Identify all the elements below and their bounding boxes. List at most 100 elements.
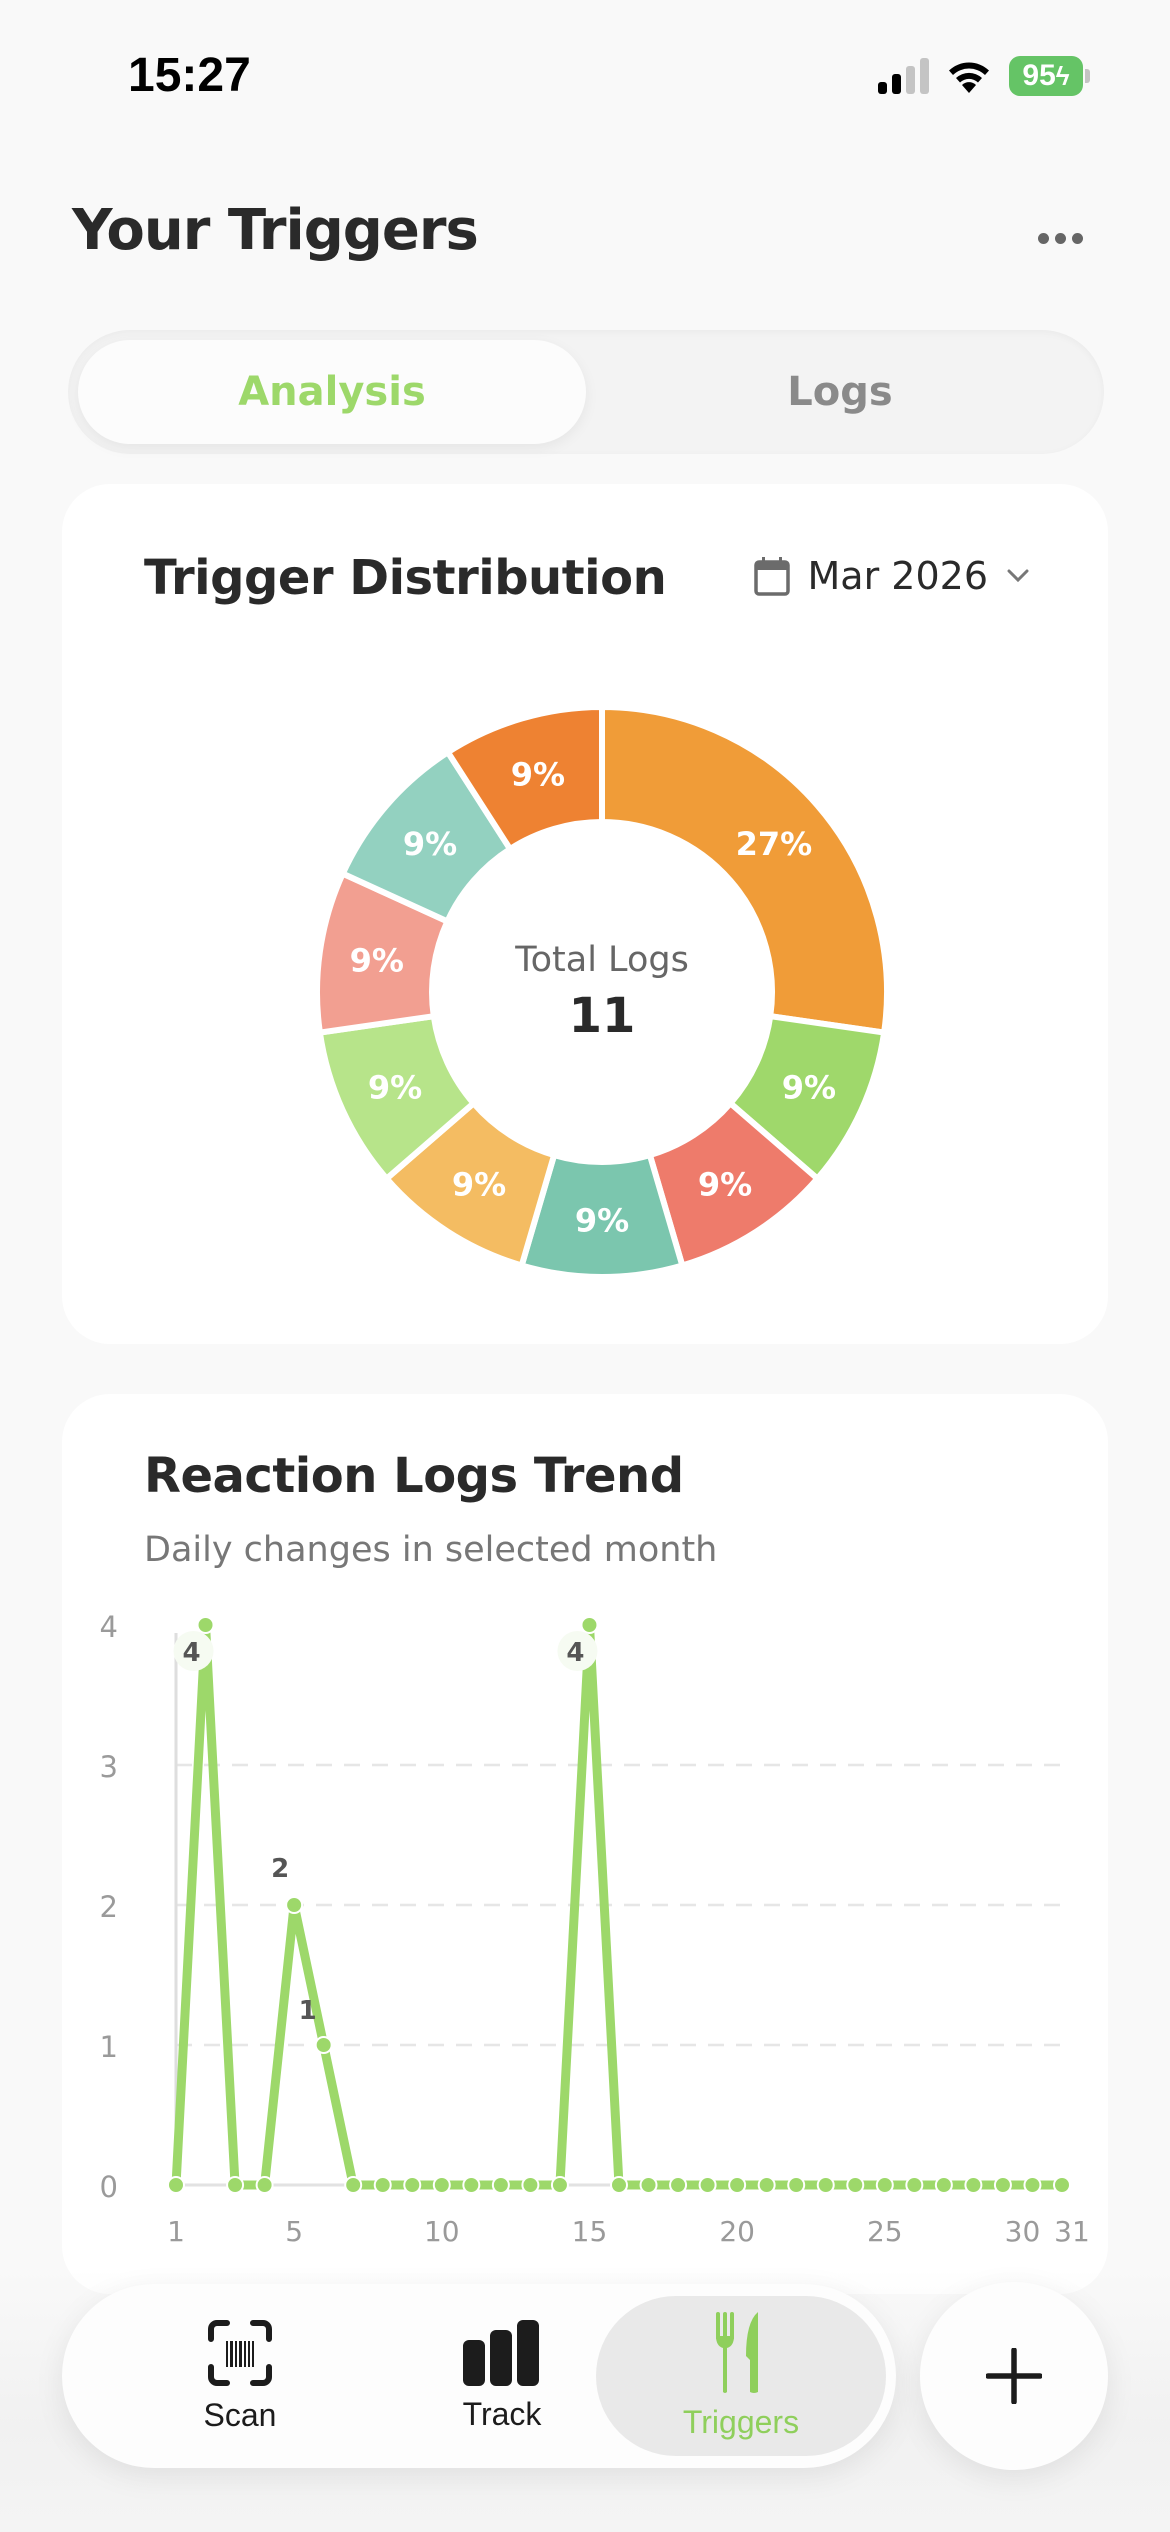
bar-chart-icon xyxy=(463,2319,539,2386)
slice-label: 9% xyxy=(368,1069,422,1107)
data-point[interactable] xyxy=(226,2176,245,2194)
trend-title: Reaction Logs Trend xyxy=(144,1448,684,1504)
data-point[interactable] xyxy=(550,2176,569,2194)
status-bar: 15:27 95 ϟ xyxy=(0,0,1170,150)
month-label: Mar 2026 xyxy=(807,554,988,598)
y-tick-label: 3 xyxy=(100,1750,118,1784)
tab-analysis[interactable]: Analysis xyxy=(78,340,586,444)
page-title: Your Triggers xyxy=(72,198,479,263)
x-tick-label: 31 xyxy=(1054,2215,1090,2248)
tab-logs[interactable]: Logs xyxy=(787,369,893,415)
data-point[interactable] xyxy=(787,2176,806,2194)
slice-label: 9% xyxy=(511,756,565,794)
point-value-label: 4 xyxy=(182,1638,200,1668)
slice-label: 9% xyxy=(403,825,457,863)
data-point[interactable] xyxy=(934,2176,953,2194)
chevron-down-icon xyxy=(1007,569,1029,583)
add-button[interactable] xyxy=(920,2282,1108,2470)
x-tick-label: 1 xyxy=(167,2215,185,2248)
trend-line xyxy=(171,1620,1067,2190)
slice-label: 9% xyxy=(575,1202,629,1240)
bottom-nav: Scan Track Triggers xyxy=(62,2284,896,2468)
label-bubble xyxy=(557,1631,598,1671)
y-tick-label: 4 xyxy=(100,1610,118,1644)
total-logs-value: 11 xyxy=(568,988,636,1044)
status-icons: 95 ϟ xyxy=(878,56,1090,96)
data-point[interactable] xyxy=(669,2176,688,2194)
data-point[interactable] xyxy=(491,2176,510,2194)
data-point[interactable] xyxy=(432,2176,451,2194)
more-options-button[interactable] xyxy=(1030,218,1090,258)
slice-label: 27% xyxy=(736,825,813,863)
nav-item-track[interactable]: Track xyxy=(372,2296,632,2456)
data-point[interactable] xyxy=(314,2036,333,2054)
point-value-label: 1 xyxy=(299,1996,317,2026)
battery-level: 95 xyxy=(1022,59,1056,92)
fork-knife-icon xyxy=(716,2311,758,2393)
data-point[interactable] xyxy=(698,2176,717,2194)
wifi-icon xyxy=(949,62,989,93)
donut-chart: 27% 9% 9% 9% 9% 9% 9% 9% 9% Total Logs 11 xyxy=(312,702,892,1282)
x-tick-label: 10 xyxy=(424,2215,460,2248)
x-tick-label: 25 xyxy=(867,2215,903,2248)
point-value-label: 2 xyxy=(271,1854,289,1884)
data-point[interactable] xyxy=(344,2176,363,2194)
trigger-distribution-card: Trigger Distribution Mar 2026 27% 9% 9% 9% 9… xyxy=(62,484,1108,1344)
data-point[interactable] xyxy=(846,2176,865,2194)
data-point[interactable] xyxy=(1053,2176,1071,2194)
data-point[interactable] xyxy=(757,2176,776,2194)
data-point[interactable] xyxy=(610,2176,628,2194)
calendar-icon xyxy=(753,557,790,596)
x-tick-label: 30 xyxy=(1005,2215,1041,2248)
signal-icon xyxy=(878,58,929,94)
nav-item-scan[interactable]: Scan xyxy=(110,2296,370,2456)
total-logs-label: Total Logs xyxy=(515,940,689,980)
barcode-scan-icon xyxy=(208,2319,272,2386)
data-point[interactable] xyxy=(167,2176,185,2194)
y-tick-label: 2 xyxy=(100,1890,118,1924)
data-point[interactable] xyxy=(728,2176,747,2194)
data-point[interactable] xyxy=(285,1896,304,1914)
data-point[interactable] xyxy=(403,2176,422,2194)
month-picker[interactable]: Mar 2026 xyxy=(753,554,1030,598)
nav-label-track: Track xyxy=(462,2395,542,2432)
data-point[interactable] xyxy=(196,1616,215,1634)
reaction-logs-trend-card: Reaction Logs Trend Daily changes in sel… xyxy=(62,1394,1108,2294)
donut-slice[interactable] xyxy=(443,703,605,854)
data-point[interactable] xyxy=(816,2176,835,2194)
y-tick-label: 1 xyxy=(100,2030,118,2064)
data-point[interactable] xyxy=(580,1616,599,1634)
data-point[interactable] xyxy=(639,2176,658,2194)
distribution-title: Trigger Distribution xyxy=(144,550,667,606)
data-point[interactable] xyxy=(462,2176,481,2194)
slice-label: 9% xyxy=(698,1165,752,1203)
data-point[interactable] xyxy=(521,2176,540,2194)
plus-icon xyxy=(986,2348,1042,2404)
data-point[interactable] xyxy=(993,2176,1012,2194)
nav-item-triggers[interactable]: Triggers xyxy=(596,2296,886,2456)
x-tick-label: 20 xyxy=(719,2215,755,2248)
nav-label-scan: Scan xyxy=(203,2396,277,2433)
trend-subtitle: Daily changes in selected month xyxy=(144,1530,718,1570)
slice-label: 9% xyxy=(350,942,404,980)
segmented-tabs: Analysis Logs xyxy=(68,330,1104,454)
donut-center: Total Logs 11 xyxy=(312,702,892,1282)
data-point[interactable] xyxy=(964,2176,983,2194)
nav-label-triggers: Triggers xyxy=(682,2403,800,2440)
data-point[interactable] xyxy=(905,2176,924,2194)
x-tick-label: 15 xyxy=(572,2215,608,2248)
status-time: 15:27 xyxy=(128,49,251,102)
data-point[interactable] xyxy=(373,2176,392,2194)
y-tick-label: 0 xyxy=(100,2170,118,2204)
point-value-label: 4 xyxy=(566,1638,584,1668)
battery-charging-icon: 95 ϟ xyxy=(1009,56,1090,96)
donut-slice[interactable] xyxy=(599,703,890,1036)
data-point[interactable] xyxy=(875,2176,894,2194)
data-point[interactable] xyxy=(255,2176,274,2194)
x-tick-label: 5 xyxy=(285,2215,303,2248)
label-bubble xyxy=(173,1631,214,1671)
data-point[interactable] xyxy=(1023,2176,1042,2194)
more-horizontal-icon xyxy=(1037,232,1049,244)
slice-label: 9% xyxy=(452,1165,506,1203)
